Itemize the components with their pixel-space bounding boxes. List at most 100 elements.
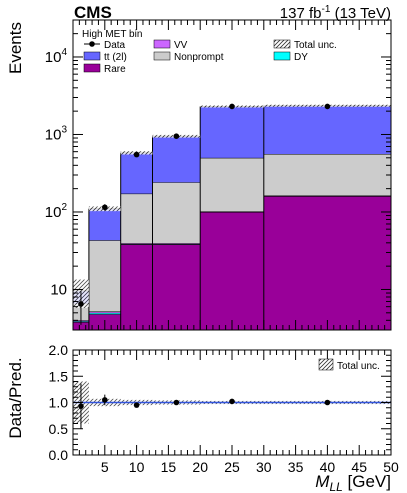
x-tick-label: 40 [320, 459, 336, 475]
legend-swatch [273, 39, 291, 49]
legend-swatch [83, 51, 101, 61]
y-tick-label: 10 [50, 281, 67, 298]
legend-item-tt-2l: tt (2l) [83, 51, 127, 63]
y-tick-label-exp: 3 [61, 124, 67, 135]
main-y-label: Events [6, 22, 25, 74]
legend-item-vv: VV [153, 39, 188, 51]
bar-dy [88, 312, 121, 315]
data-point [324, 103, 331, 110]
x-tick-label: 20 [192, 459, 208, 475]
ratio-point [324, 399, 331, 406]
ratio-point [133, 402, 140, 408]
y-tick-label: 104 [45, 47, 68, 66]
y-tick-label-base: 10 [45, 204, 62, 221]
data-point [133, 151, 140, 158]
bar-vv [88, 311, 121, 313]
x-tick-label: 25 [224, 459, 240, 475]
x-tick-label: 30 [256, 459, 272, 475]
bar-nonprompt [120, 193, 153, 244]
y-tick-label-exp: 4 [61, 47, 67, 58]
bar-nonprompt [88, 240, 121, 312]
legend-item-nonprompt: Nonprompt [153, 51, 224, 63]
lumi-exponent: -1 [322, 4, 331, 15]
data-point [78, 301, 84, 307]
legend-swatch [83, 63, 101, 73]
x-axis-label-main: M [315, 472, 330, 491]
x-tick-label: 45 [351, 459, 367, 475]
legend-label: DY [294, 52, 308, 63]
lumi-energy: (13 TeV) [330, 5, 391, 22]
ratio-y-tick-label: 1.0 [49, 395, 69, 411]
ratio-y-label: Data/Pred. [6, 357, 25, 438]
legend-label: VV [174, 40, 188, 51]
legend-label: Data [104, 40, 126, 51]
ratio-plot: 0.0 0.5 1.0 1.5 2.0 5 10 15 20 25 30 35 40 45 50 Total… [6, 342, 399, 493]
ratio-point [173, 399, 180, 406]
bar-rare [120, 244, 153, 330]
legend-label: Rare [104, 64, 126, 75]
legend-label: Total unc. [294, 40, 337, 51]
ratio-y-tick-label: 0.0 [49, 447, 69, 463]
x-tick-label: 50 [383, 459, 399, 475]
bar-tt-2l [200, 106, 264, 158]
x-tick-label: 10 [129, 459, 145, 475]
ratio-points [78, 383, 331, 429]
bar-nonprompt [200, 157, 264, 212]
legend-label: Nonprompt [174, 52, 224, 63]
legend-item-total-unc: Total unc. [273, 39, 337, 51]
legend-marker-dot [89, 41, 95, 47]
y-tick-label-exp: 2 [61, 202, 67, 213]
bar-tt-2l [263, 105, 391, 154]
legend-swatch [273, 51, 291, 61]
cms-label: CMS [74, 3, 112, 22]
x-tick-label: 15 [161, 459, 177, 475]
lumi-label: 137 fb-1 (13 TeV) [280, 4, 391, 22]
data-point [102, 204, 108, 211]
legend-item-dy: DY [273, 51, 308, 63]
x-tick-label: 5 [101, 459, 109, 475]
y-tick-label-base: 10 [45, 49, 62, 66]
main-annotation: High MET bin [82, 29, 142, 40]
bar-tt-2l [120, 152, 153, 194]
ratio-y-tick-label: 0.5 [49, 421, 69, 437]
x-axis-label: MLL [GeV] [315, 472, 391, 493]
bar-rare [200, 211, 264, 330]
ratio-axes: 0.0 0.5 1.0 1.5 2.0 5 10 15 20 25 30 35 40 45 50 [49, 342, 399, 475]
legend: Data VV Total unc. tt (2l) Nonprompt DY Rare [83, 39, 337, 75]
ratio-legend-label: Total unc. [337, 361, 380, 372]
bar-tt-2l [152, 136, 201, 183]
x-axis-label-sub: LL [329, 480, 342, 493]
y-tick-label-base: 10 [50, 281, 67, 298]
legend-swatch [153, 51, 171, 61]
ratio-y-tick-label: 1.5 [49, 368, 69, 384]
bar-nonprompt [263, 153, 391, 196]
y-tick-label: 102 [45, 202, 68, 221]
bar-rare [73, 322, 89, 330]
x-axis-label-unit: [GeV] [343, 472, 391, 491]
legend-swatch [153, 39, 171, 49]
x-tick-label: 35 [288, 459, 304, 475]
data-point [229, 103, 235, 110]
ratio-legend-swatch [318, 358, 334, 371]
y-tick-label-base: 10 [45, 126, 62, 143]
lumi-value: 137 fb [280, 5, 322, 22]
ratio-point [78, 403, 84, 409]
bar-rare [263, 196, 391, 330]
data-points [78, 103, 331, 325]
stacked-histogram [72, 105, 391, 330]
bar-nonprompt [152, 182, 201, 244]
bar-rare [152, 244, 201, 330]
legend-item-rare: Rare [83, 63, 126, 75]
legend-label: tt (2l) [104, 52, 127, 63]
bar-tt-2l [88, 208, 121, 241]
y-tick-label: 103 [45, 124, 68, 143]
ratio-y-tick-label: 2.0 [49, 342, 69, 358]
legend-item-data: Data [84, 40, 126, 51]
data-point [173, 133, 180, 140]
ratio-point [229, 398, 235, 405]
ratio-legend: Total unc. [318, 358, 380, 372]
ratio-point [102, 397, 108, 403]
